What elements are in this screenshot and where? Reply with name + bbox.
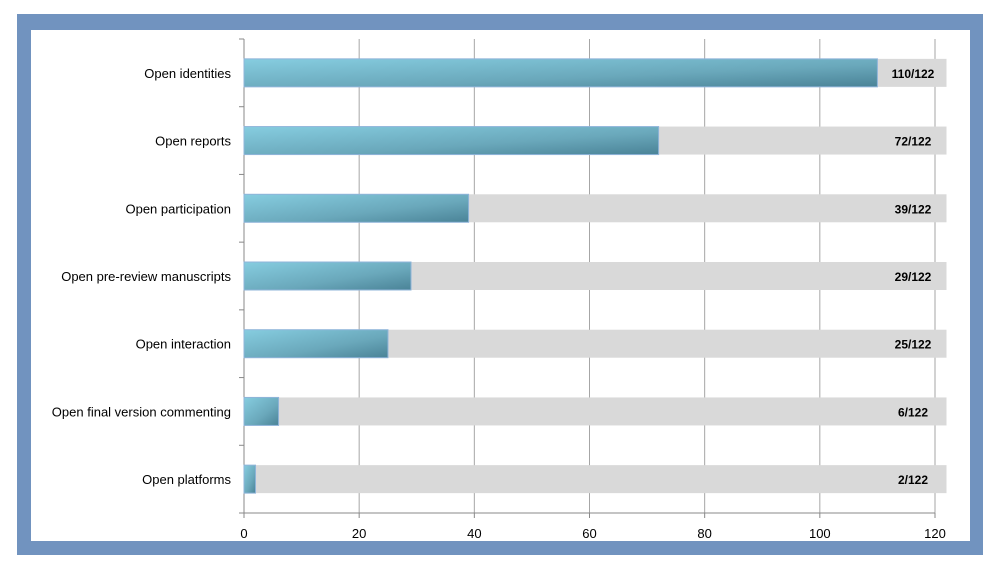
x-tick-label: 0: [240, 526, 247, 541]
x-tick-label: 60: [582, 526, 596, 541]
data-label: 29/122: [895, 270, 932, 284]
x-tick-label: 20: [352, 526, 366, 541]
bar: [243, 329, 389, 359]
category-label: Open pre-review manuscripts: [61, 269, 231, 284]
data-label: 2/122: [898, 473, 928, 487]
background-bar: [244, 465, 947, 494]
category-label: Open final version commenting: [52, 404, 231, 419]
data-label: 25/122: [895, 338, 932, 352]
bar: [243, 261, 412, 291]
data-label: 39/122: [895, 202, 932, 216]
bar: [243, 58, 878, 88]
category-label: Open platforms: [142, 472, 231, 487]
category-label: Open reports: [155, 134, 231, 149]
data-label: 6/122: [898, 405, 928, 419]
x-tick-label: 120: [924, 526, 946, 541]
bar: [243, 396, 280, 426]
bar: [243, 126, 660, 156]
category-label: Open participation: [125, 201, 231, 216]
x-tick-label: 40: [467, 526, 481, 541]
category-label: Open identities: [144, 66, 231, 81]
data-label: 72/122: [895, 135, 932, 149]
x-tick-label: 100: [809, 526, 831, 541]
background-bar: [244, 397, 947, 426]
x-tick-label: 80: [697, 526, 711, 541]
category-label: Open interaction: [136, 337, 231, 352]
bar: [243, 464, 257, 494]
bar: [243, 193, 470, 223]
data-label: 110/122: [892, 67, 935, 81]
